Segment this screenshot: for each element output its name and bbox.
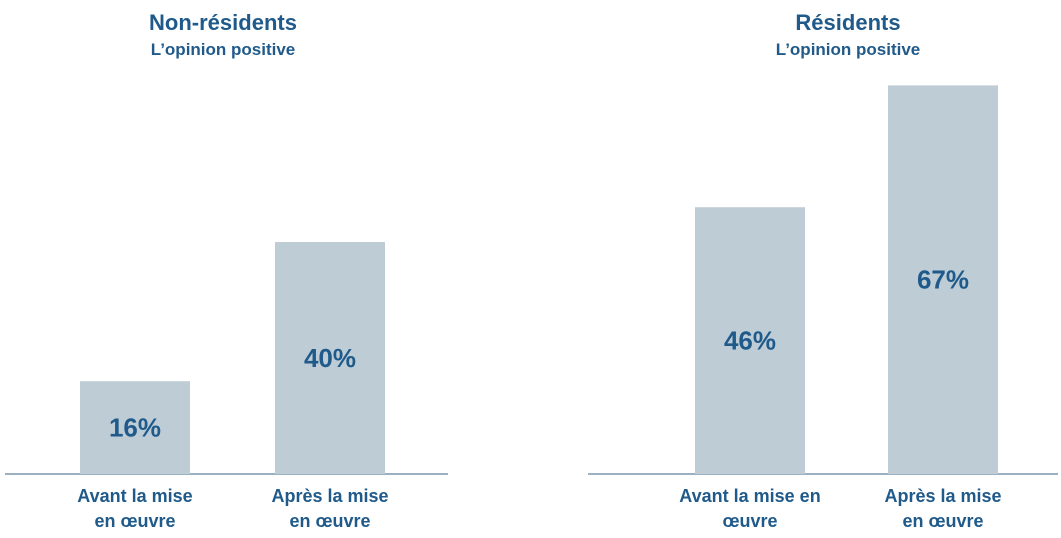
- bar: [80, 381, 190, 474]
- category-labels-group: Avant la mise en œuvre Après la mise en œuv…: [77, 486, 388, 531]
- bar: [888, 85, 998, 475]
- category-label: Avant la mise: [77, 486, 192, 506]
- chart-subtitle: L’opinion positive: [776, 40, 921, 59]
- chart-panel-residents: Résidents L’opinion positive 46% 67% Avan…: [588, 10, 1058, 531]
- chart-subtitle: L’opinion positive: [151, 40, 296, 59]
- bar: [275, 242, 385, 474]
- category-label: Après la mise: [271, 486, 388, 506]
- chart-title: Non-résidents: [149, 10, 297, 35]
- bars-group: 46% 67%: [695, 85, 998, 475]
- bar-value-label: 16%: [109, 413, 161, 443]
- category-label: en œuvre: [289, 511, 370, 531]
- bar-value-label: 40%: [304, 343, 356, 373]
- bars-group: 16% 40%: [80, 242, 385, 474]
- category-label: en œuvre: [902, 511, 983, 531]
- bar-value-label: 46%: [724, 326, 776, 356]
- bar-value-label: 67%: [917, 265, 969, 295]
- chart-title: Résidents: [795, 10, 900, 35]
- category-label: en œuvre: [94, 511, 175, 531]
- bar: [695, 207, 805, 474]
- category-label: Avant la mise en: [679, 486, 820, 506]
- category-label: œuvre: [722, 511, 777, 531]
- category-label: Après la mise: [884, 486, 1001, 506]
- chart-panel-non-residents: Non-résidents L’opinion positive 16%40% …: [5, 10, 448, 531]
- category-labels-group: Avant la mise en œuvre Après la mise en œuv…: [679, 486, 1001, 531]
